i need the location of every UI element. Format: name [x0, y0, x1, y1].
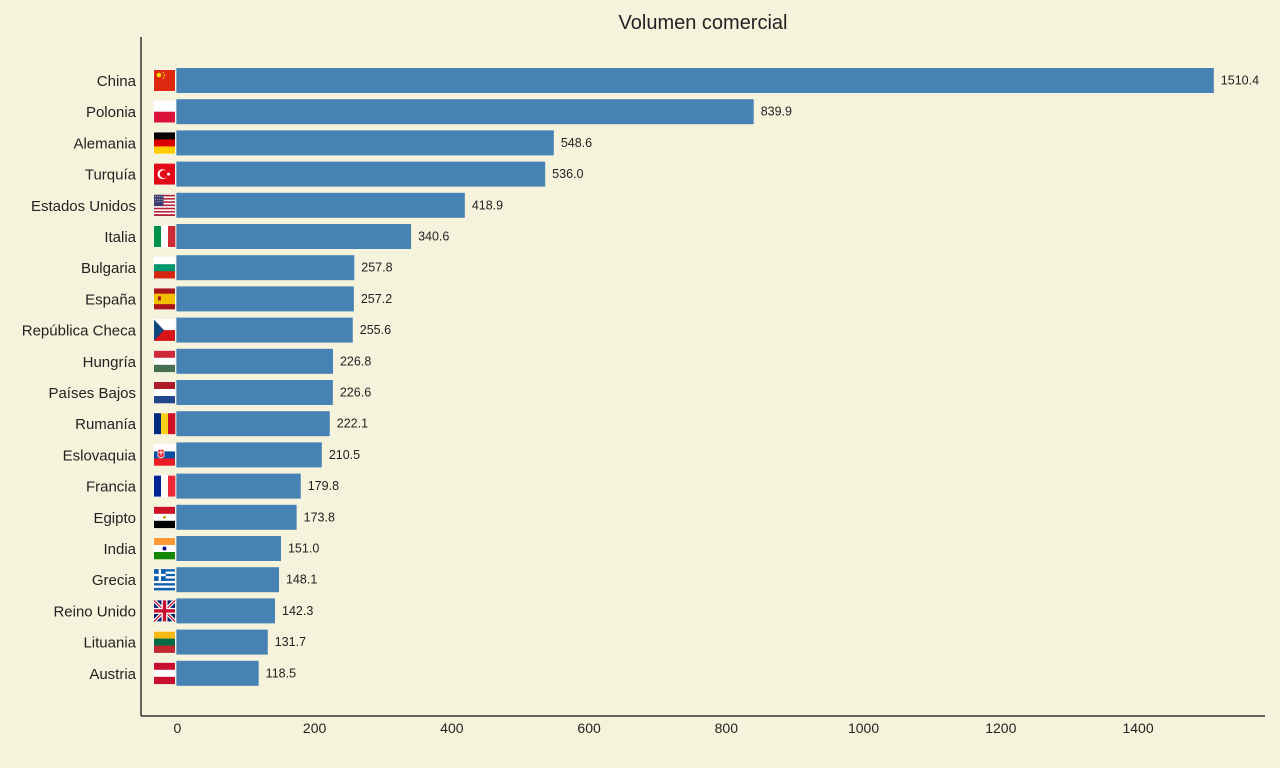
category-label: Turquía	[85, 167, 137, 184]
value-label: 148.1	[286, 573, 317, 587]
category-label: España	[85, 291, 137, 308]
value-label: 131.7	[275, 635, 306, 649]
axes-layer: 0 200 400 600 800 1000 1200 1400	[140, 37, 1265, 736]
value-label: 226.8	[340, 354, 371, 368]
flag-china-icon	[153, 69, 176, 92]
value-label: 340.6	[418, 230, 449, 244]
bar	[176, 660, 259, 686]
bar	[176, 442, 322, 468]
bar	[176, 504, 297, 530]
category-label: Eslovaquia	[63, 447, 137, 464]
value-label: 548.6	[561, 136, 592, 150]
x-tick-label: 1000	[848, 720, 879, 736]
x-tick-label: 800	[715, 720, 739, 736]
flag-egypt-icon	[153, 506, 176, 529]
value-label: 257.2	[361, 292, 392, 306]
x-tick-label: 600	[577, 720, 601, 736]
category-label: Países Bajos	[48, 385, 136, 402]
flag-germany-icon	[153, 131, 176, 154]
bar	[176, 567, 279, 593]
value-label: 173.8	[304, 510, 335, 524]
category-label: Alemania	[73, 135, 136, 152]
labels-layer: 1510.4 China 839.9 Polonia 548.6 Alemania 536.…	[22, 73, 1259, 683]
value-label: 142.3	[282, 604, 313, 618]
value-label: 118.5	[266, 666, 296, 680]
flag-turkey-icon	[153, 163, 176, 186]
category-label: Bulgaria	[81, 260, 137, 277]
flag-lithuania-icon	[153, 631, 176, 654]
flag-spain-icon	[153, 287, 176, 310]
flag-poland-icon	[153, 100, 176, 123]
value-label: 179.8	[308, 479, 339, 493]
flag-greece-icon	[153, 568, 176, 591]
chart-title: Volumen comercial	[619, 12, 788, 34]
category-label: China	[97, 73, 137, 90]
flag-romania-icon	[153, 412, 176, 435]
value-label: 151.0	[288, 542, 319, 556]
category-label: India	[103, 541, 136, 558]
flags-layer	[152, 69, 177, 685]
flag-hungary-icon	[153, 350, 176, 373]
category-label: Estados Unidos	[31, 198, 136, 215]
bar	[176, 536, 281, 561]
bar	[176, 411, 330, 437]
x-tick-label: 1200	[985, 720, 1016, 736]
value-label: 839.9	[761, 105, 792, 119]
value-label: 222.1	[337, 417, 368, 431]
flag-austria-icon	[153, 662, 176, 685]
category-label: Francia	[86, 479, 137, 496]
value-label: 257.8	[361, 261, 392, 275]
bar	[176, 380, 333, 405]
flag-uk-icon	[152, 599, 177, 623]
bar	[176, 161, 546, 187]
bar	[176, 317, 353, 343]
value-label: 536.0	[552, 167, 583, 181]
flag-bulgaria-icon	[153, 256, 176, 279]
flag-slovakia-icon	[153, 443, 176, 466]
x-tick-label: 400	[440, 720, 464, 736]
bar	[176, 99, 754, 125]
value-label: 1510.4	[1221, 74, 1259, 88]
flag-netherlands-icon	[153, 381, 176, 404]
category-label: Lituania	[83, 635, 136, 652]
value-label: 418.9	[472, 198, 503, 212]
category-label: Egipto	[93, 510, 136, 527]
bar	[176, 224, 412, 249]
category-label: Hungría	[83, 354, 137, 371]
x-tick-label: 200	[303, 720, 327, 736]
category-label: Grecia	[92, 572, 137, 589]
flag-italy-icon	[153, 225, 176, 248]
bar	[176, 473, 301, 499]
category-label: Reino Unido	[53, 603, 136, 620]
bars-layer	[176, 68, 1214, 686]
x-tick-label: 0	[173, 720, 181, 736]
category-label: Rumanía	[75, 416, 137, 433]
value-label: 210.5	[329, 448, 360, 462]
flag-france-icon	[153, 475, 176, 498]
bar	[176, 192, 465, 218]
bar	[176, 598, 276, 624]
category-label: Italia	[104, 229, 136, 246]
bar	[176, 286, 354, 312]
value-label: 255.6	[360, 323, 391, 337]
bar	[176, 130, 554, 156]
value-label: 226.6	[340, 386, 371, 400]
x-tick-label: 1400	[1122, 720, 1153, 736]
bar	[176, 629, 268, 655]
category-label: Polonia	[86, 104, 137, 121]
flag-india-icon	[153, 537, 176, 560]
bar	[176, 68, 1214, 93]
category-label: Austria	[89, 666, 136, 683]
flag-czechia-icon	[153, 319, 176, 342]
bar	[176, 255, 355, 281]
bar	[176, 348, 333, 374]
flag-usa-icon	[153, 194, 176, 217]
category-label: República Checa	[22, 323, 137, 340]
